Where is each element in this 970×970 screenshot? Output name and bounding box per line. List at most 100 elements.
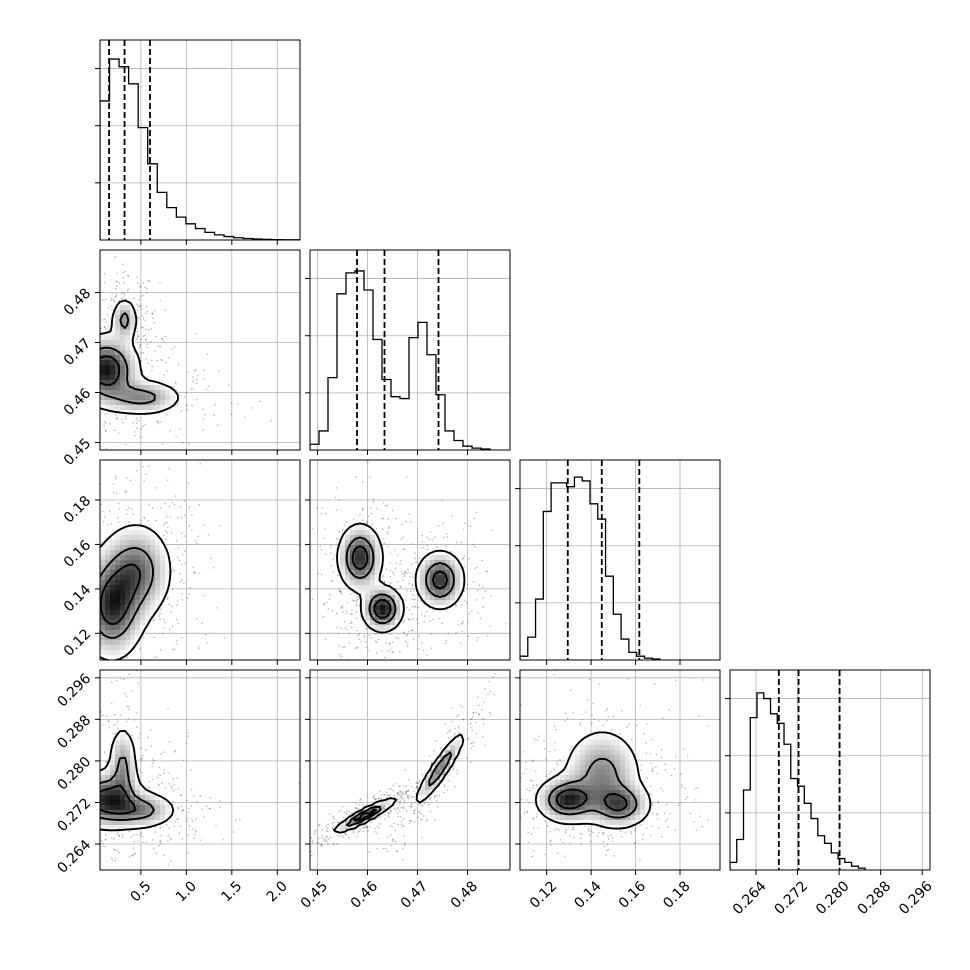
scatter-point (405, 634, 408, 637)
scatter-point (84, 837, 86, 839)
scatter-point (365, 825, 368, 828)
scatter-point (259, 400, 261, 403)
density-cell (415, 585, 421, 591)
density-cell (440, 590, 446, 596)
scatter-point (103, 516, 106, 518)
density-cell (115, 370, 121, 376)
density-cell (105, 790, 111, 796)
density-cell (145, 610, 151, 616)
scatter-point (494, 672, 496, 675)
density-cell (140, 600, 146, 606)
scatter-point (91, 761, 93, 763)
scatter-point (354, 647, 356, 650)
scatter-point (115, 679, 118, 682)
scatter-point (532, 784, 535, 786)
scatter-point (181, 810, 183, 812)
scatter-point (612, 715, 614, 718)
scatter-point (60, 413, 62, 415)
scatter-point (186, 597, 189, 599)
scatter-point (321, 506, 324, 509)
scatter-point (537, 735, 540, 737)
scatter-point (387, 530, 389, 533)
scatter-point (414, 552, 417, 554)
panel-frame (309, 459, 511, 661)
density-cell (170, 400, 176, 406)
scatter-point (30, 640, 32, 642)
scatter-point (403, 573, 406, 576)
scatter-point (164, 530, 167, 532)
scatter-point (127, 274, 129, 277)
scatter-point (192, 828, 194, 831)
pair-inner (44, 670, 300, 870)
scatter-point (402, 536, 405, 539)
hist-panel-p2 (515, 459, 721, 661)
scatter-point (346, 810, 349, 812)
scatter-point (358, 804, 360, 806)
scatter-point (387, 814, 390, 816)
density-cell (115, 795, 121, 801)
scatter-point (652, 804, 655, 806)
scatter-point (113, 429, 116, 432)
scatter-point (463, 599, 466, 601)
scatter-point (442, 791, 445, 794)
scatter-point (475, 511, 478, 513)
density-cell (455, 735, 461, 741)
scatter-point (433, 795, 436, 797)
density-cell (145, 530, 151, 536)
scatter-point (454, 785, 456, 788)
scatter-point (505, 806, 507, 808)
scatter-point (130, 668, 132, 670)
density-cell (125, 540, 131, 546)
scatter-point (182, 759, 184, 762)
scatter-point (394, 840, 397, 843)
scatter-point (320, 548, 323, 551)
scatter-point (173, 784, 176, 786)
density-cell (130, 590, 136, 596)
scatter-point (124, 270, 127, 273)
scatter-point (70, 376, 72, 378)
scatter-point (43, 399, 45, 401)
scatter-point (588, 830, 590, 832)
scatter-point (351, 622, 353, 624)
density-cell (120, 305, 126, 311)
density-cell (130, 555, 136, 561)
scatter-point (104, 839, 107, 841)
scatter-point (135, 417, 138, 420)
density-cell (150, 560, 156, 566)
scatter-point (422, 775, 425, 777)
density-cell (350, 585, 356, 591)
scatter-point (374, 633, 376, 635)
scatter-point (142, 425, 144, 428)
scatter-point (91, 518, 93, 520)
scatter-point (452, 767, 455, 769)
scatter-point (88, 799, 90, 801)
density-cell (110, 370, 116, 376)
scatter-point (331, 610, 334, 612)
scatter-point (42, 323, 44, 325)
scatter-point (44, 769, 46, 771)
scatter-point (685, 798, 687, 801)
scatter-point (148, 280, 151, 283)
scatter-point (416, 561, 419, 563)
scatter-point (76, 795, 78, 797)
scatter-point (399, 794, 401, 797)
scatter-point (324, 838, 327, 840)
scatter-point (46, 600, 48, 602)
density-cell (155, 555, 161, 561)
density-cell (120, 790, 126, 796)
scatter-point (593, 718, 595, 720)
density-cell (380, 600, 386, 606)
scatter-point (478, 584, 481, 586)
density-cell (460, 580, 466, 586)
scatter-point (412, 593, 414, 596)
scatter-point (192, 566, 194, 569)
scatter-point (158, 844, 160, 847)
density-cell (155, 600, 161, 606)
scatter-point (54, 427, 56, 429)
scatter-point (472, 745, 474, 747)
density-cell (450, 595, 456, 601)
density-cell (345, 575, 351, 581)
scatter-point (454, 727, 456, 730)
scatter-point (651, 812, 654, 815)
density-cell (100, 600, 106, 606)
